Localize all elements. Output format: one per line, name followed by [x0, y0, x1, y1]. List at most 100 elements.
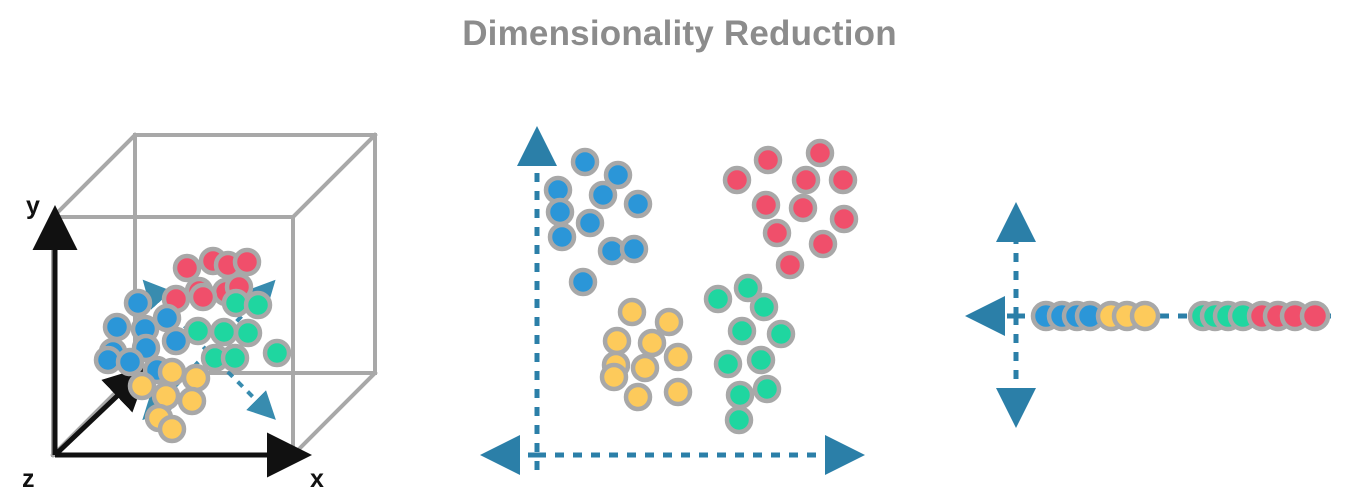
axes-2d-dashed — [480, 126, 865, 475]
projection-direction-arrows — [142, 279, 276, 421]
data-point — [177, 386, 207, 416]
axis-z-line — [53, 365, 150, 457]
data-point — [603, 160, 633, 190]
data-point — [1279, 300, 1311, 332]
data-point — [791, 165, 821, 195]
data-point — [243, 290, 273, 320]
data-point — [1212, 300, 1244, 332]
data-point — [151, 381, 181, 411]
data-point — [224, 272, 254, 302]
data-point — [1199, 300, 1231, 332]
data-point — [123, 288, 153, 318]
page-title: Dimensionality Reduction — [462, 14, 897, 53]
data-point — [725, 380, 755, 410]
axis-z-label: z — [22, 465, 35, 493]
data-point — [722, 165, 752, 195]
data-point — [752, 374, 782, 404]
data-point — [568, 267, 598, 297]
data-point — [713, 349, 743, 379]
data-point — [1227, 300, 1259, 332]
data-point — [144, 403, 174, 433]
data-point — [127, 371, 157, 401]
data-point — [188, 282, 218, 312]
data-point — [211, 277, 241, 307]
data-point — [221, 288, 251, 318]
data-point — [637, 328, 667, 358]
data-point — [1095, 300, 1127, 332]
data-point — [183, 316, 213, 346]
data-point — [733, 273, 763, 303]
data-point — [805, 138, 835, 168]
data-point — [209, 317, 239, 347]
data-point — [617, 297, 647, 327]
data-point — [547, 222, 577, 252]
data-point — [102, 312, 132, 342]
data-point — [751, 190, 781, 220]
data-point — [1074, 300, 1106, 332]
data-point — [181, 363, 211, 393]
data-point — [808, 229, 838, 259]
data-point — [601, 350, 631, 380]
point-cloud-3d — [93, 246, 292, 444]
data-point — [543, 175, 573, 205]
data-point — [762, 218, 792, 248]
data-point — [623, 382, 653, 412]
axis-x-label: x — [310, 465, 324, 493]
data-point — [599, 362, 629, 392]
data-point — [766, 319, 796, 349]
data-point — [746, 345, 776, 375]
data-point — [184, 276, 214, 306]
data-point — [93, 345, 123, 375]
data-point — [1129, 300, 1161, 332]
data-point — [775, 250, 805, 280]
data-point — [619, 234, 649, 264]
data-point — [829, 204, 859, 234]
wireframe-cube — [50, 132, 378, 458]
data-point — [161, 284, 191, 314]
data-point — [213, 250, 243, 280]
data-point — [198, 246, 228, 276]
data-point — [232, 247, 262, 277]
data-point — [142, 355, 172, 385]
data-point — [262, 338, 292, 368]
data-point — [1061, 300, 1093, 332]
data-point — [161, 326, 191, 356]
data-point — [157, 357, 187, 387]
data-point — [157, 414, 187, 444]
data-point — [575, 208, 605, 238]
data-point — [1046, 300, 1078, 332]
data-point — [703, 284, 733, 314]
data-point — [753, 145, 783, 175]
axis-y-label: y — [26, 192, 40, 220]
data-point — [200, 343, 230, 373]
data-point — [131, 333, 161, 363]
data-point — [1262, 300, 1294, 332]
data-point — [588, 180, 618, 210]
data-point — [115, 347, 145, 377]
axes-3d — [32, 205, 312, 478]
data-point — [1111, 300, 1143, 332]
data-point — [130, 314, 160, 344]
data-point — [570, 147, 600, 177]
data-point — [172, 253, 202, 283]
data-point — [545, 197, 575, 227]
scatter-clusters-2d — [543, 138, 859, 435]
collapsed-points-1d — [1030, 300, 1331, 332]
data-point — [152, 303, 182, 333]
axes-1d-dashed — [965, 202, 1340, 428]
data-point — [727, 316, 757, 346]
data-point — [1299, 300, 1331, 332]
data-point — [597, 236, 627, 266]
data-point — [663, 342, 693, 372]
data-point — [630, 353, 660, 383]
data-point — [788, 193, 818, 223]
data-point — [828, 165, 858, 195]
data-point — [724, 405, 754, 435]
data-point — [220, 343, 250, 373]
data-point — [602, 326, 632, 356]
data-point — [1030, 300, 1062, 332]
